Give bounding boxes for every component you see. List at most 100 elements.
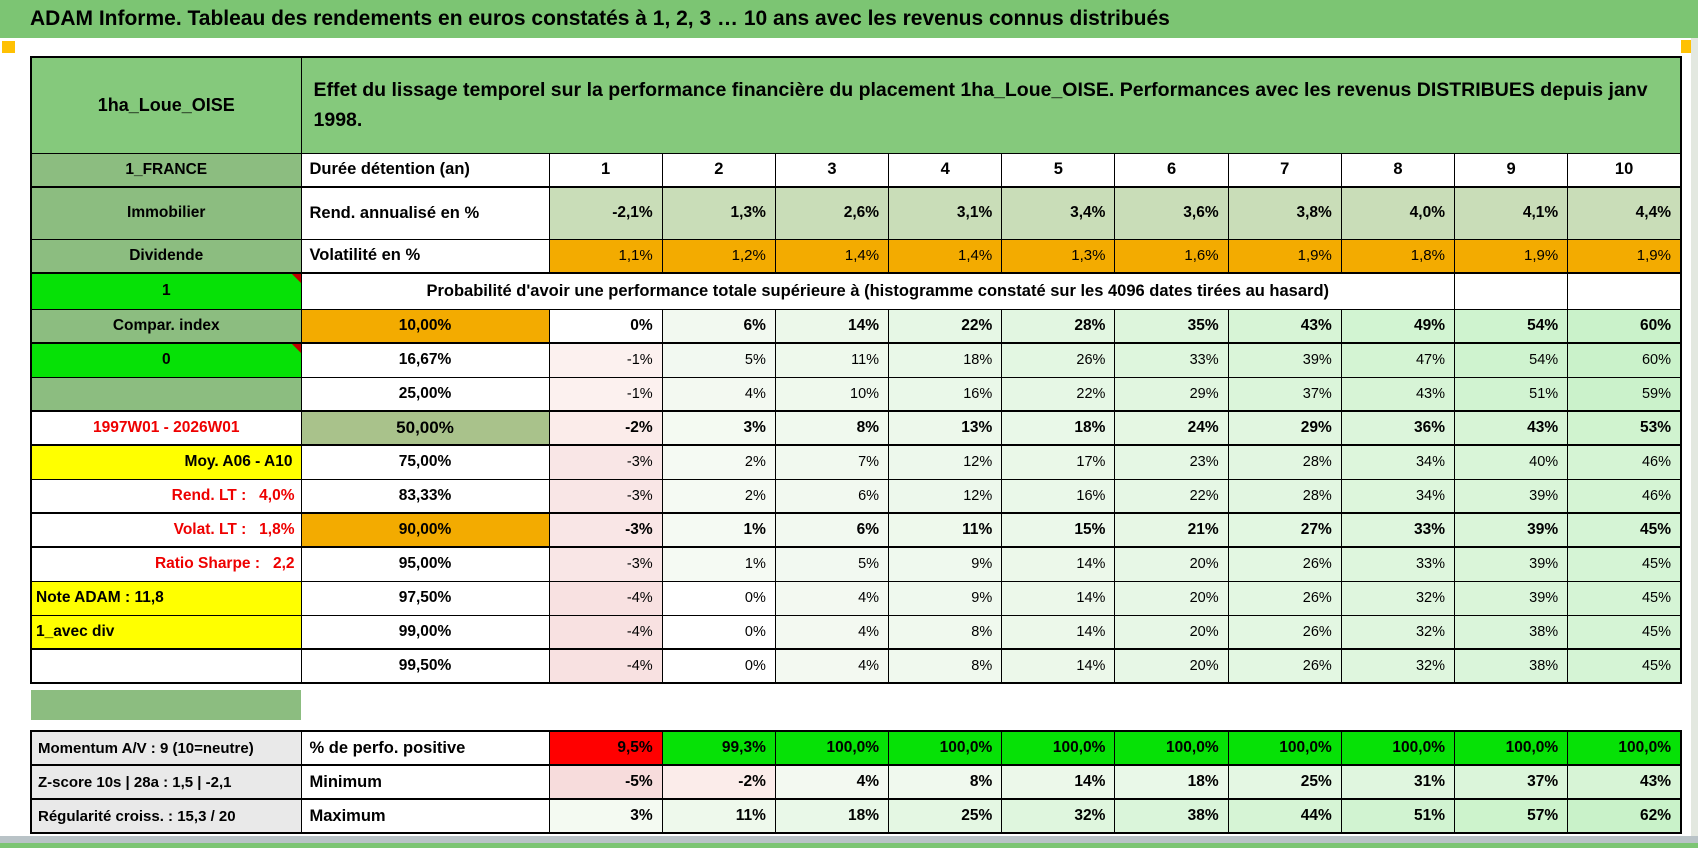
data-cell[interactable]: 3%: [548, 798, 663, 834]
data-cell[interactable]: -2%: [548, 410, 663, 446]
data-cell[interactable]: 33%: [1114, 342, 1229, 378]
year-header-10[interactable]: 10: [1567, 152, 1683, 188]
data-cell[interactable]: 43%: [1567, 764, 1683, 800]
row-left-label[interactable]: 0: [30, 342, 302, 378]
data-cell[interactable]: 54%: [1453, 308, 1569, 344]
data-cell[interactable]: 45%: [1567, 614, 1683, 650]
year-header-8[interactable]: 8: [1340, 152, 1456, 188]
data-cell[interactable]: 1%: [661, 546, 776, 582]
data-cell[interactable]: 45%: [1567, 512, 1683, 548]
percentile-label-cell[interactable]: 95,00%: [300, 546, 550, 582]
data-cell[interactable]: 100,0%: [1227, 730, 1342, 766]
data-cell[interactable]: 32%: [1001, 798, 1116, 834]
data-cell[interactable]: 1,1%: [548, 238, 663, 274]
data-cell[interactable]: 49%: [1340, 308, 1456, 344]
data-cell[interactable]: -3%: [548, 546, 663, 582]
data-cell[interactable]: 100,0%: [1453, 730, 1569, 766]
data-cell[interactable]: 43%: [1340, 376, 1456, 412]
data-cell[interactable]: -4%: [548, 648, 663, 684]
data-cell[interactable]: 22%: [888, 308, 1003, 344]
data-cell[interactable]: 62%: [1567, 798, 1683, 834]
row-left-label[interactable]: Z-score 10s | 28a : 1,5 | -2,1: [30, 764, 302, 800]
percentile-label-cell[interactable]: 25,00%: [300, 376, 550, 412]
data-cell[interactable]: 54%: [1453, 342, 1569, 378]
data-cell[interactable]: 1,6%: [1114, 238, 1229, 274]
percentile-label-cell[interactable]: 50,00%: [300, 410, 550, 446]
data-cell[interactable]: 33%: [1340, 512, 1456, 548]
data-cell[interactable]: 13%: [888, 410, 1003, 446]
data-cell[interactable]: 18%: [774, 798, 890, 834]
data-cell[interactable]: 100,0%: [1114, 730, 1229, 766]
data-cell[interactable]: 4%: [774, 614, 890, 650]
percentile-label-cell[interactable]: 97,50%: [300, 580, 550, 616]
data-cell[interactable]: 37%: [1453, 764, 1569, 800]
percentile-label-cell[interactable]: 99,00%: [300, 614, 550, 650]
data-cell[interactable]: 1,9%: [1453, 238, 1569, 274]
data-cell[interactable]: -4%: [548, 580, 663, 616]
data-cell[interactable]: 0%: [661, 648, 776, 684]
data-cell[interactable]: 10%: [774, 376, 890, 412]
data-cell[interactable]: 47%: [1340, 342, 1456, 378]
data-cell[interactable]: 57%: [1453, 798, 1569, 834]
data-cell[interactable]: 3,6%: [1114, 186, 1229, 240]
product-name-cell[interactable]: 1ha_Loue_OISE: [30, 56, 302, 154]
data-cell[interactable]: 14%: [774, 308, 890, 344]
data-cell[interactable]: -2,1%: [548, 186, 663, 240]
row-left-label[interactable]: Moy. A06 - A10: [30, 444, 302, 480]
data-cell[interactable]: 17%: [1001, 444, 1116, 480]
data-cell[interactable]: 16%: [1001, 478, 1116, 514]
data-cell[interactable]: 12%: [888, 478, 1003, 514]
data-cell[interactable]: 32%: [1340, 580, 1456, 616]
data-cell[interactable]: 3,1%: [888, 186, 1003, 240]
data-cell[interactable]: 4,1%: [1453, 186, 1569, 240]
data-cell[interactable]: 6%: [661, 308, 776, 344]
data-cell[interactable]: 46%: [1567, 478, 1683, 514]
data-cell[interactable]: 14%: [1001, 614, 1116, 650]
data-cell[interactable]: 8%: [888, 614, 1003, 650]
data-cell[interactable]: 20%: [1114, 648, 1229, 684]
row-label[interactable]: % de perfo. positive: [300, 730, 550, 766]
data-cell[interactable]: 15%: [1001, 512, 1116, 548]
data-cell[interactable]: 45%: [1567, 648, 1683, 684]
data-cell[interactable]: 99,3%: [661, 730, 776, 766]
data-cell[interactable]: 22%: [1114, 478, 1229, 514]
data-cell[interactable]: 59%: [1567, 376, 1683, 412]
empty-cell[interactable]: [1567, 272, 1683, 310]
data-cell[interactable]: 40%: [1453, 444, 1569, 480]
data-cell[interactable]: 4,0%: [1340, 186, 1456, 240]
data-cell[interactable]: 11%: [774, 342, 890, 378]
data-cell[interactable]: 28%: [1227, 444, 1342, 480]
data-cell[interactable]: 32%: [1340, 648, 1456, 684]
data-cell[interactable]: 0%: [661, 614, 776, 650]
data-cell[interactable]: 23%: [1114, 444, 1229, 480]
data-cell[interactable]: 29%: [1114, 376, 1229, 412]
data-cell[interactable]: 60%: [1567, 308, 1683, 344]
row-left-label[interactable]: Rend. LT : 4,0%: [30, 478, 302, 514]
data-cell[interactable]: -1%: [548, 376, 663, 412]
data-cell[interactable]: 1,2%: [661, 238, 776, 274]
data-cell[interactable]: 29%: [1227, 410, 1342, 446]
data-cell[interactable]: 25%: [888, 798, 1003, 834]
data-cell[interactable]: 3%: [661, 410, 776, 446]
row-left-label[interactable]: Dividende: [30, 238, 302, 274]
data-cell[interactable]: 44%: [1227, 798, 1342, 834]
data-cell[interactable]: 20%: [1114, 546, 1229, 582]
data-cell[interactable]: 18%: [1114, 764, 1229, 800]
data-cell[interactable]: 39%: [1453, 478, 1569, 514]
data-cell[interactable]: -4%: [548, 614, 663, 650]
row-left-label[interactable]: [30, 648, 302, 684]
data-cell[interactable]: 1,4%: [774, 238, 890, 274]
data-cell[interactable]: 8%: [888, 764, 1003, 800]
data-cell[interactable]: 51%: [1453, 376, 1569, 412]
data-cell[interactable]: 34%: [1340, 478, 1456, 514]
year-header-4[interactable]: 4: [888, 152, 1003, 188]
data-cell[interactable]: 33%: [1340, 546, 1456, 582]
data-cell[interactable]: -1%: [548, 342, 663, 378]
data-cell[interactable]: 6%: [774, 478, 890, 514]
country-cell[interactable]: 1_FRANCE: [30, 152, 302, 188]
data-cell[interactable]: 2,6%: [774, 186, 890, 240]
data-cell[interactable]: 39%: [1227, 342, 1342, 378]
data-cell[interactable]: 18%: [1001, 410, 1116, 446]
data-cell[interactable]: 4%: [774, 580, 890, 616]
data-cell[interactable]: 4%: [774, 648, 890, 684]
